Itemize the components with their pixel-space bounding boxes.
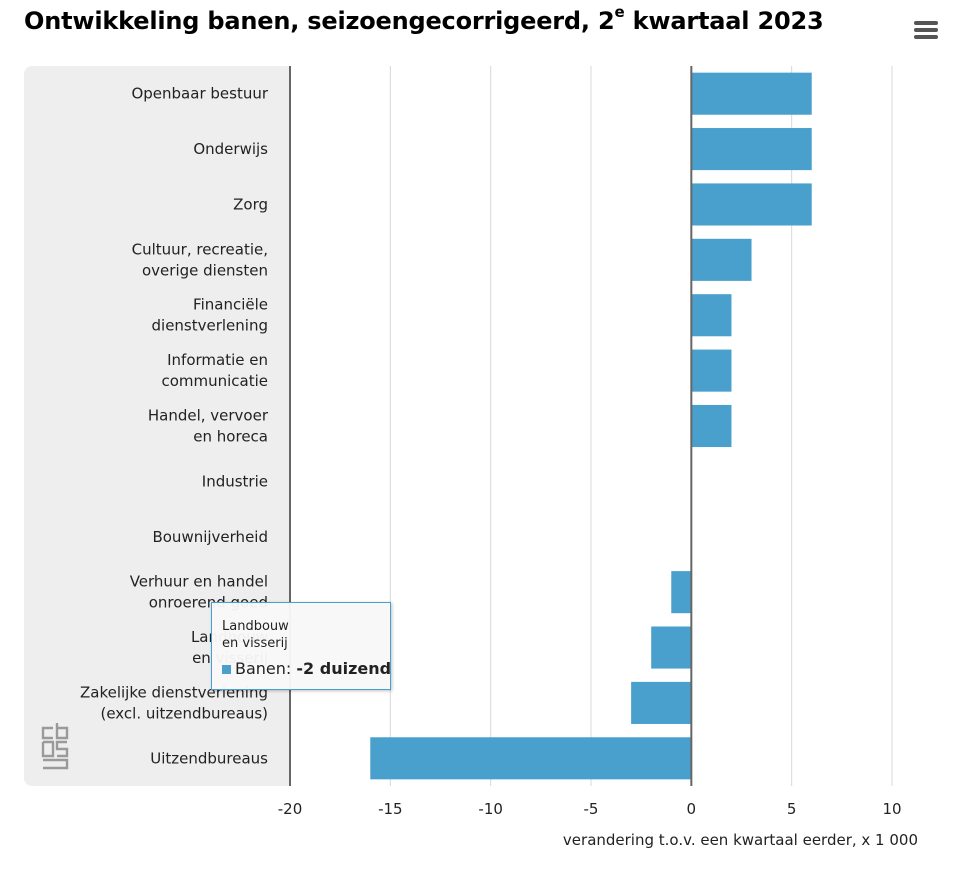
chart-title: Ontwikkeling banen, seizoengecorrigeerd,… (24, 3, 824, 35)
category-label-line: communicatie (161, 372, 268, 390)
bar[interactable] (691, 183, 812, 226)
hamburger-menu-icon[interactable] (912, 18, 940, 42)
category-label-line: Informatie en (167, 351, 268, 369)
x-tick-label: -10 (478, 800, 503, 818)
bar[interactable] (691, 72, 812, 115)
x-tick-label: -5 (584, 800, 599, 818)
category-label-line: Cultuur, recreatie, (132, 240, 268, 258)
category-label-line: Uitzendbureaus (150, 749, 268, 767)
category-label-line: en horeca (193, 428, 268, 446)
category-label: Financiële dienstverlening (152, 296, 269, 335)
bar[interactable] (691, 349, 732, 392)
category-label: Informatie en communicatie (161, 351, 268, 390)
category-label-line: Bouwnijverheid (152, 528, 268, 546)
category-label-line: Industrie (202, 472, 268, 490)
category-label-line: Onderwijs (193, 140, 268, 158)
tooltip: Landbouw en visserij Banen: -2 duizend (211, 602, 391, 690)
category-label-line: dienstverlening (152, 317, 269, 335)
bar[interactable] (691, 238, 752, 281)
category-label-line: overige diensten (142, 261, 268, 279)
category-label: Uitzendbureaus (150, 749, 268, 767)
tooltip-series-swatch (222, 665, 231, 674)
category-label-line: Financiële (193, 296, 268, 314)
category-label: Bouwnijverheid (152, 528, 268, 546)
tooltip-series-label: Banen: (235, 659, 292, 678)
category-label-line: (excl. uitzendbureaus) (100, 704, 268, 722)
bar[interactable] (651, 626, 692, 669)
bar[interactable] (691, 128, 812, 171)
category-label: Onderwijs (193, 140, 268, 158)
category-label-line: Zorg (233, 195, 268, 213)
x-tick-label: 0 (687, 800, 697, 818)
category-label-line: Handel, vervoer (148, 407, 269, 425)
x-tick-label: 10 (882, 800, 901, 818)
bar[interactable] (691, 294, 732, 337)
tooltip-category: Landbouw en visserij (222, 619, 289, 651)
category-label: Cultuur, recreatie, overige diensten (132, 240, 268, 279)
bar[interactable] (671, 571, 692, 614)
category-label-line: Verhuur en handel (130, 573, 268, 591)
tooltip-value-row: Banen: -2 duizend (222, 659, 391, 678)
category-label: Handel, vervoer en horeca (148, 407, 269, 446)
bar[interactable] (631, 681, 692, 724)
x-axis-title: verandering t.o.v. een kwartaal eerder, … (563, 831, 918, 849)
category-label: Zorg (233, 195, 268, 213)
tooltip-value: -2 duizend (296, 659, 392, 678)
x-tick-label: 5 (787, 800, 797, 818)
category-label: Industrie (202, 472, 268, 490)
bar[interactable] (691, 404, 732, 448)
bar[interactable] (370, 737, 692, 780)
cbs-logo-icon (41, 723, 69, 770)
x-tick-label: -15 (378, 800, 403, 818)
x-tick-label: -20 (278, 800, 303, 818)
category-label: Openbaar bestuur (131, 85, 268, 103)
category-label-line: Openbaar bestuur (131, 85, 268, 103)
